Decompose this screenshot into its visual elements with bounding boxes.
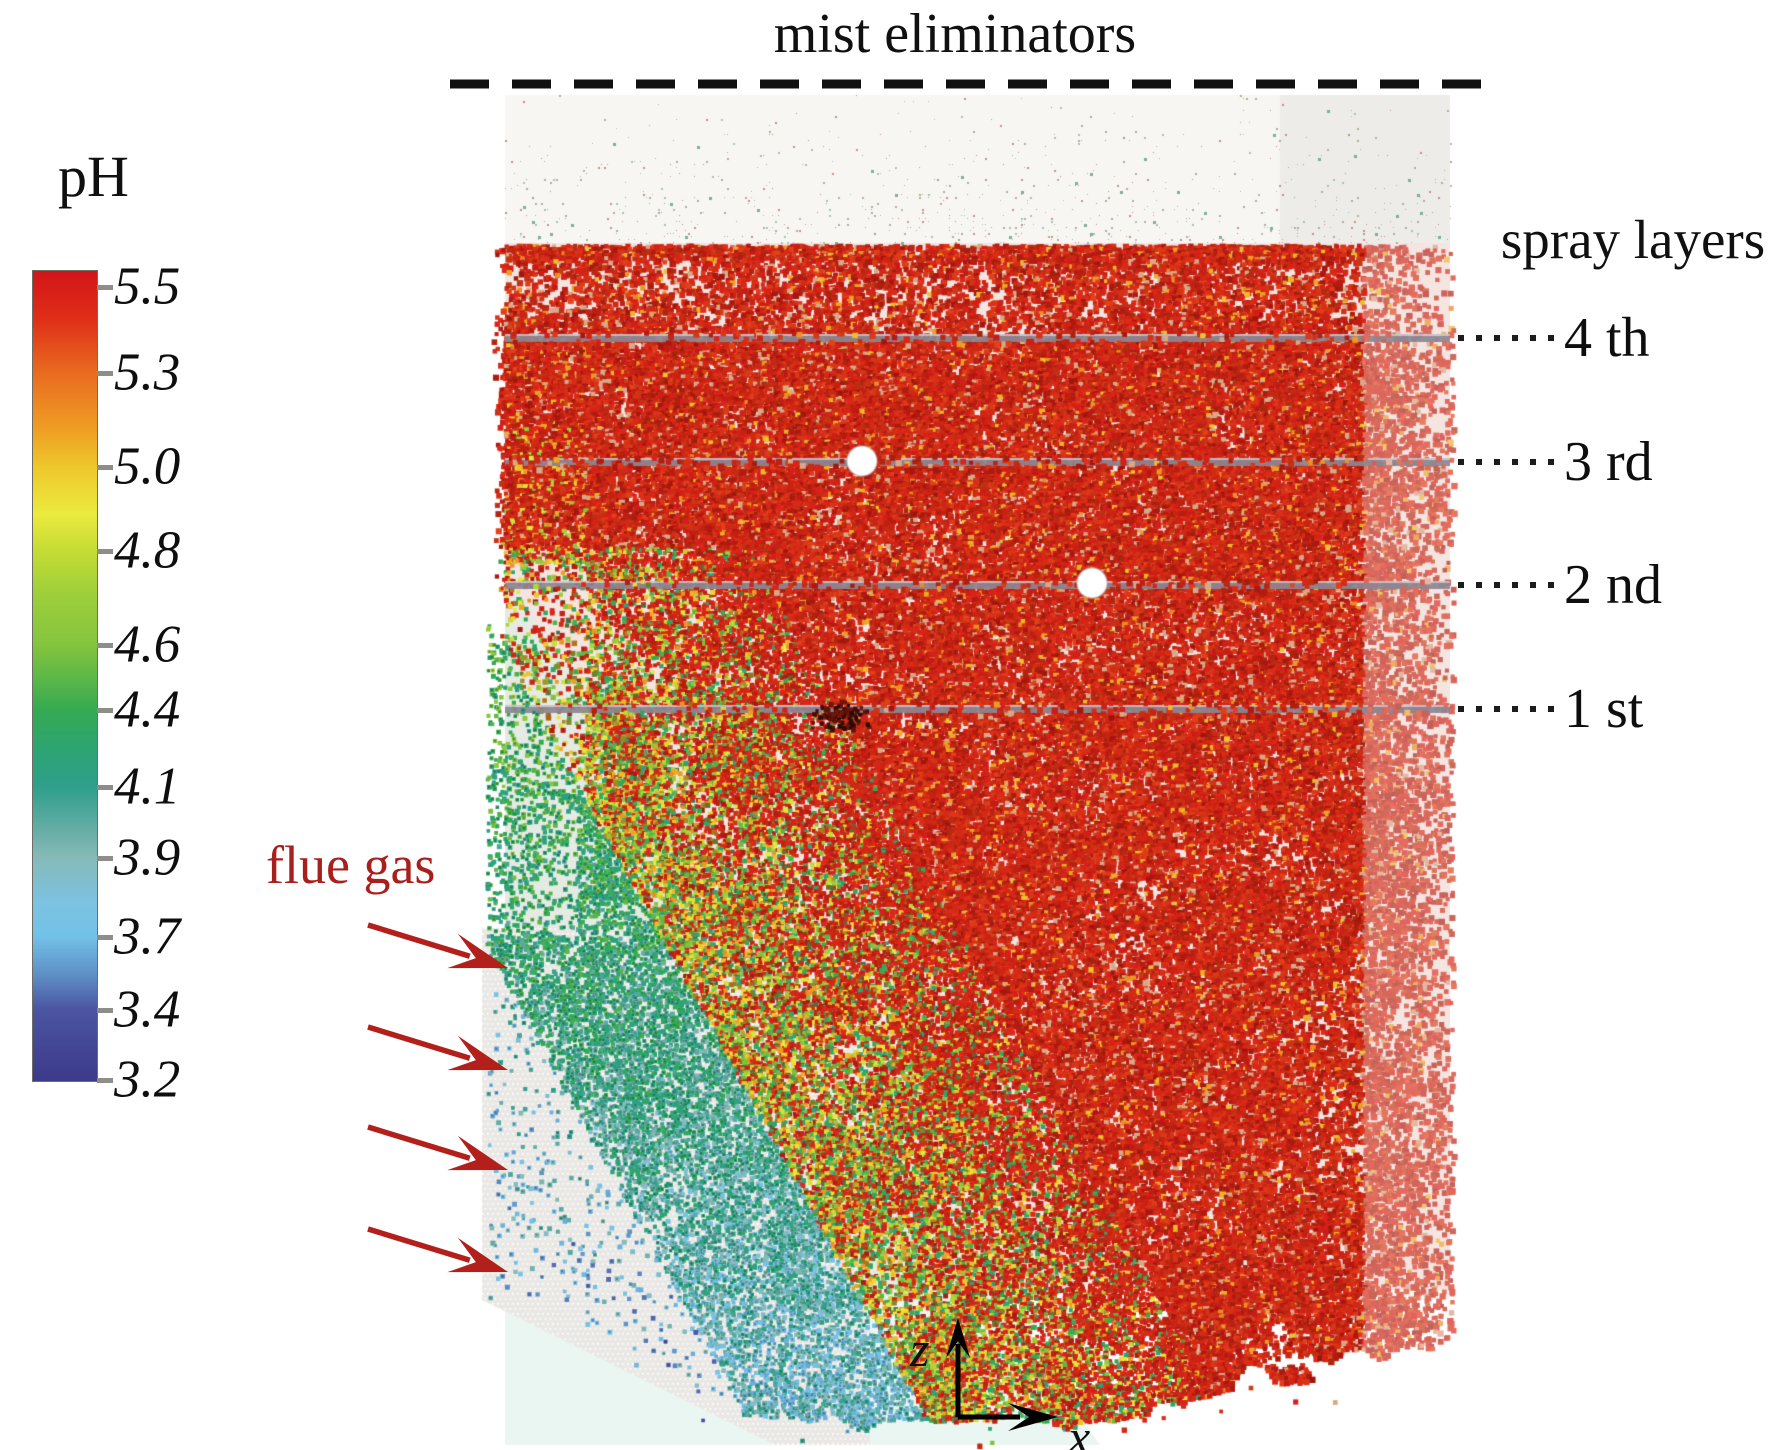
leader-dot xyxy=(1512,335,1518,341)
leader-dot xyxy=(1476,582,1482,588)
colorbar-tick-mark xyxy=(97,371,113,377)
leader-dot xyxy=(1476,335,1482,341)
spray-layers-heading: spray layers xyxy=(1500,209,1766,270)
leader-dot xyxy=(1494,335,1500,341)
spray-layer-label-2nd: 2 nd xyxy=(1564,554,1662,616)
leader-dot xyxy=(1458,582,1464,588)
colorbar-tick-mark xyxy=(97,708,113,714)
colorbar-tick-label: 5.3 xyxy=(114,343,181,402)
colorbar-tick-label: 3.2 xyxy=(114,1050,181,1109)
leader-dot xyxy=(1512,582,1518,588)
leader-dot xyxy=(1494,582,1500,588)
colorbar-gradient xyxy=(32,270,98,1082)
colorbar-tick-label: 4.6 xyxy=(114,615,181,674)
colorbar-tick-label: 3.7 xyxy=(114,907,181,966)
leader-dot xyxy=(1530,459,1536,465)
colorbar-tick-mark xyxy=(97,643,113,649)
colorbar-tick-mark xyxy=(97,285,113,291)
spray-layer-label-3rd: 3 rd xyxy=(1564,431,1653,493)
colorbar-tick-label: 3.9 xyxy=(114,828,181,887)
leader-dot xyxy=(1476,706,1482,712)
colorbar-tick-mark xyxy=(97,855,113,861)
leader-dot xyxy=(1476,459,1482,465)
leader-dot xyxy=(1458,459,1464,465)
leader-dot xyxy=(1458,335,1464,341)
flue-gas-label: flue gas xyxy=(266,835,436,895)
colorbar-tick-mark xyxy=(97,548,113,554)
colorbar-tick-label: 5.5 xyxy=(114,257,181,316)
axis-x-label: x xyxy=(1068,1409,1091,1450)
colorbar-tick-mark xyxy=(97,465,113,471)
leader-dot xyxy=(1512,459,1518,465)
leader-dot xyxy=(1548,706,1554,712)
leader-dot xyxy=(1494,706,1500,712)
mist-eliminators-label: mist eliminators xyxy=(773,3,1137,65)
colorbar-tick-label: 4.4 xyxy=(114,680,181,739)
colorbar-tick-mark xyxy=(97,1077,113,1083)
leader-dot xyxy=(1458,706,1464,712)
leader-dot xyxy=(1512,706,1518,712)
leader-dot xyxy=(1530,706,1536,712)
colorbar-tick-label: 3.4 xyxy=(114,980,181,1039)
colorbar-title: pH xyxy=(58,144,129,209)
colorbar-tick-mark xyxy=(97,1007,113,1013)
spray-layer-label-1st: 1 st xyxy=(1564,678,1644,740)
colorbar-tick-label: 4.8 xyxy=(114,521,181,580)
axis-z-label: z xyxy=(910,1321,930,1377)
leader-dot xyxy=(1548,459,1554,465)
leader-dot xyxy=(1548,582,1554,588)
colorbar-tick-label: 5.0 xyxy=(114,437,181,496)
leader-dot xyxy=(1530,335,1536,341)
leader-dot xyxy=(1530,582,1536,588)
leader-dot xyxy=(1494,459,1500,465)
spray-layer-label-4th: 4 th xyxy=(1564,307,1650,369)
colorbar-tick-mark xyxy=(97,785,113,791)
leader-dot xyxy=(1548,335,1554,341)
colorbar-tick-label: 4.1 xyxy=(114,757,181,816)
colorbar-tick-mark xyxy=(97,934,113,940)
